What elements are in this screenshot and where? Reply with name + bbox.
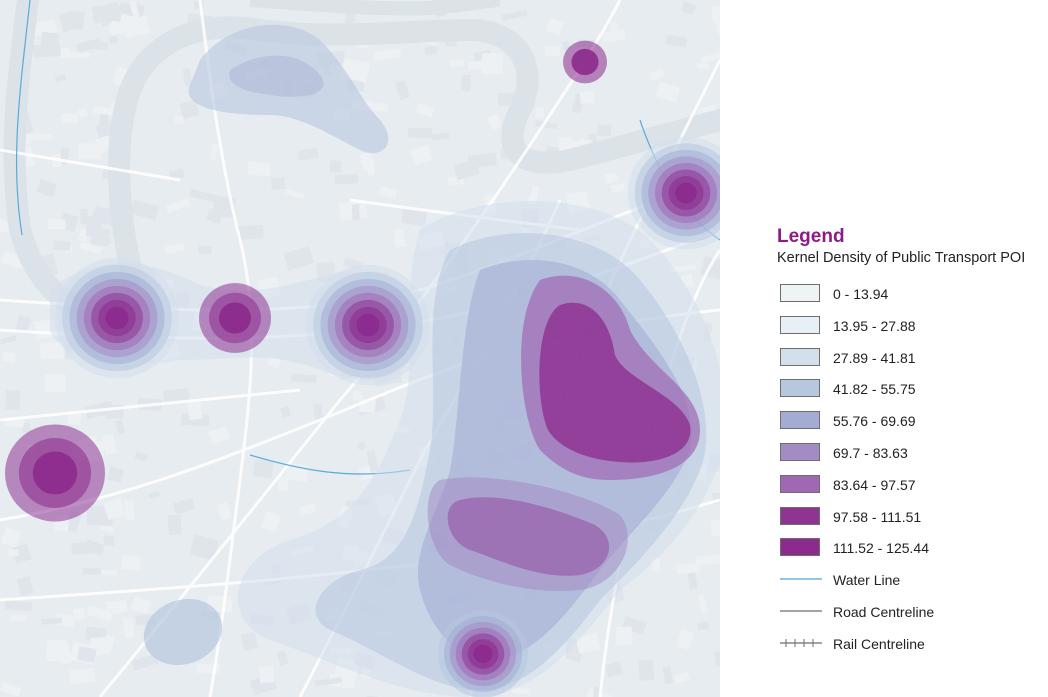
legend-label: 83.64 - 97.57 — [833, 476, 916, 493]
legend-swatch — [780, 315, 820, 334]
legend-item-line-symbol: Water Line — [780, 569, 1048, 591]
legend-label: 0 - 13.94 — [833, 286, 889, 302]
legend-item-density-class: 111.52 - 125.44 — [780, 537, 1048, 559]
legend-label: 111.52 - 125.44 — [833, 540, 930, 557]
legend-label: 13.95 - 27.88 — [833, 317, 916, 334]
kernel-density-layer — [5, 24, 720, 697]
legend-swatch — [780, 347, 820, 366]
legend-item-density-class: 0 - 13.94 — [780, 283, 1048, 305]
legend-swatch — [780, 506, 820, 525]
road-line-icon — [780, 610, 822, 612]
legend-label: 27.89 - 41.81 — [833, 349, 916, 366]
legend-label: 97.58 - 111.51 — [833, 508, 922, 525]
legend-swatch — [780, 411, 820, 430]
density-zone — [229, 55, 324, 97]
density-zone — [356, 313, 380, 337]
density-zone — [143, 598, 223, 666]
density-zone — [571, 48, 599, 76]
rail-line-icon — [780, 638, 822, 647]
density-zone — [219, 302, 251, 334]
density-zone — [32, 451, 78, 495]
legend-label: 55.76 - 69.69 — [833, 413, 916, 430]
legend-item-density-class: 13.95 - 27.88 — [780, 315, 1048, 337]
legend-title: Legend — [777, 226, 845, 247]
legend-item-density-class: 83.64 - 97.57 — [780, 474, 1048, 496]
legend-label: Road Centreline — [833, 604, 935, 620]
legend-item-density-class: 41.82 - 55.75 — [780, 378, 1048, 400]
density-zone — [539, 302, 691, 463]
density-zone — [675, 182, 697, 204]
legend-swatch — [780, 284, 820, 302]
legend-panel: Legend Kernel Density of Public Transpor… — [722, 0, 1048, 697]
legend-subtitle: Kernel Density of Public Transport POI — [777, 250, 1026, 266]
legend-item-density-class: 69.7 - 83.63 — [780, 442, 1048, 464]
density-zone — [188, 24, 389, 154]
legend-item-density-class: 55.76 - 69.69 — [780, 410, 1048, 432]
legend-item-density-class: 97.58 - 111.51 — [780, 506, 1048, 528]
legend-label: 69.7 - 83.63 — [833, 445, 908, 461]
river-upper — [249, 0, 501, 16]
legend-item-line-symbol: Rail Centreline — [780, 633, 1048, 655]
legend-item-density-class: 27.89 - 41.81 — [780, 347, 1048, 369]
density-zone — [105, 306, 129, 330]
map-canvas[interactable] — [0, 0, 720, 697]
density-map[interactable] — [0, 0, 720, 697]
legend-swatch — [780, 538, 820, 557]
legend-label: 41.82 - 55.75 — [833, 381, 916, 398]
density-zone — [427, 477, 628, 591]
river — [3, 0, 720, 323]
legend-label: Rail Centreline — [833, 635, 925, 652]
legend-swatch — [780, 379, 820, 398]
legend-swatch — [780, 443, 820, 461]
density-zone — [473, 644, 493, 664]
legend-swatch — [780, 474, 820, 493]
water-line-icon — [780, 578, 822, 580]
legend-label: Water Line — [833, 572, 901, 589]
legend-item-line-symbol: Road Centreline — [780, 601, 1048, 623]
